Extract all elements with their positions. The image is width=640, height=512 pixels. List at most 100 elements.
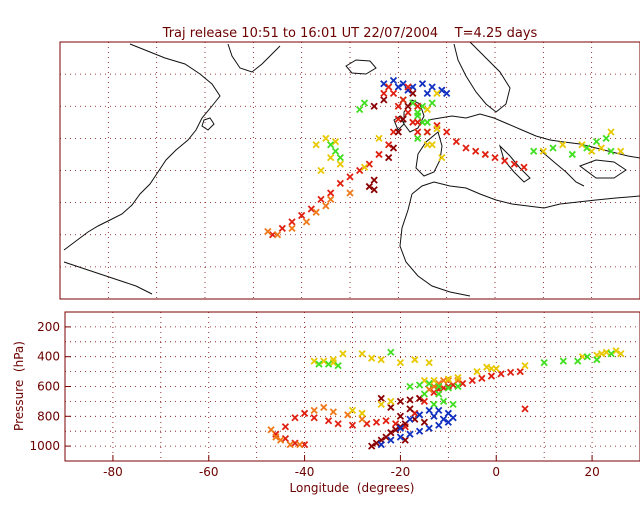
map-point bbox=[501, 157, 509, 165]
pressure-point bbox=[449, 400, 457, 409]
y-tick-label: 600 bbox=[37, 380, 60, 394]
iberia-coast bbox=[415, 131, 443, 177]
map-point bbox=[414, 102, 422, 110]
map-point bbox=[346, 173, 354, 181]
pressure-point bbox=[473, 367, 481, 376]
pressure-point bbox=[291, 439, 299, 447]
pressure-point bbox=[286, 440, 294, 449]
pressure-point bbox=[406, 430, 414, 438]
pressure-point bbox=[439, 376, 448, 385]
map-point bbox=[336, 179, 344, 187]
map-panel bbox=[59, 41, 640, 300]
caribbean-coast bbox=[63, 261, 153, 295]
map-frame bbox=[59, 41, 640, 300]
pressure-point bbox=[483, 363, 491, 371]
pressure-point bbox=[435, 382, 443, 391]
map-point bbox=[327, 189, 335, 197]
map-point bbox=[360, 99, 369, 107]
pressure-point bbox=[583, 353, 591, 361]
pressure-point bbox=[320, 357, 328, 365]
y-tick-label: 400 bbox=[37, 350, 60, 364]
x-tick-label: 20 bbox=[584, 465, 599, 479]
pressure-point bbox=[329, 408, 337, 416]
pressure-point bbox=[593, 356, 601, 364]
pressure-point bbox=[310, 406, 318, 414]
map-point bbox=[602, 134, 610, 143]
map-point bbox=[399, 115, 407, 123]
pressure-grid bbox=[65, 312, 640, 461]
map-point bbox=[414, 128, 422, 136]
pressure-point bbox=[425, 379, 433, 388]
map-point bbox=[307, 205, 315, 213]
map-point bbox=[481, 150, 489, 159]
map-point bbox=[438, 154, 446, 162]
pressure-point bbox=[612, 347, 620, 355]
pressure-point bbox=[406, 405, 414, 413]
map-point bbox=[510, 160, 518, 168]
map-point bbox=[331, 137, 340, 146]
pressure-point bbox=[415, 427, 424, 435]
chart-title: Traj release 10:51 to 16:01 UT 22/07/200… bbox=[162, 26, 538, 41]
map-point bbox=[375, 150, 383, 159]
pressure-point bbox=[435, 421, 443, 429]
map-point bbox=[617, 147, 625, 155]
pressure-point bbox=[315, 360, 323, 368]
map-point bbox=[418, 80, 427, 88]
pressure-point bbox=[368, 442, 376, 450]
map-point bbox=[385, 83, 393, 91]
map-point bbox=[607, 128, 615, 136]
map-point bbox=[452, 137, 460, 146]
map-point bbox=[597, 144, 605, 152]
pressure-point bbox=[396, 359, 405, 367]
pressure-point bbox=[420, 418, 429, 426]
map-point bbox=[317, 166, 325, 175]
map-point bbox=[375, 134, 383, 143]
map-point bbox=[520, 163, 528, 171]
pressure-point bbox=[387, 348, 395, 356]
pressure-point bbox=[387, 429, 395, 437]
map-point bbox=[462, 144, 470, 152]
pressure-point bbox=[291, 414, 299, 422]
pressure-point bbox=[281, 423, 290, 431]
pressure-point bbox=[425, 359, 433, 367]
map-point bbox=[327, 141, 335, 149]
pressure-point bbox=[516, 367, 524, 376]
map-point bbox=[356, 166, 364, 175]
x-tick-label: -40 bbox=[295, 465, 315, 479]
map-point bbox=[423, 105, 431, 114]
map-point bbox=[414, 112, 422, 120]
pressure-point bbox=[430, 388, 438, 397]
pressure-point bbox=[358, 409, 366, 417]
x-tick-labels: -80 -60 -40 -20 0 20 bbox=[103, 455, 600, 479]
pressure-point bbox=[487, 372, 496, 380]
map-point bbox=[298, 211, 306, 220]
pressure-point bbox=[420, 390, 429, 398]
pressure-point bbox=[377, 356, 385, 364]
pressure-point bbox=[468, 376, 476, 385]
pressure-point bbox=[521, 362, 529, 370]
newfoundland-coast bbox=[201, 117, 215, 131]
map-point bbox=[423, 118, 431, 126]
pressure-point bbox=[396, 433, 405, 441]
map-trajectory-points bbox=[264, 76, 625, 239]
map-grid bbox=[60, 42, 640, 299]
map-point bbox=[568, 150, 576, 159]
map-point bbox=[327, 195, 335, 204]
y-tick-label: 800 bbox=[37, 409, 60, 423]
map-point bbox=[331, 147, 340, 155]
pressure-point bbox=[300, 409, 309, 417]
map-point bbox=[273, 231, 282, 239]
pressure-point bbox=[272, 433, 280, 441]
pressure-point bbox=[487, 364, 496, 373]
pressure-point bbox=[334, 420, 342, 428]
map-point bbox=[423, 89, 431, 98]
map-point bbox=[370, 176, 378, 184]
map-point bbox=[414, 134, 422, 143]
map-point bbox=[428, 83, 436, 91]
pressure-point bbox=[324, 417, 333, 425]
pressure-point bbox=[602, 348, 611, 356]
map-point bbox=[322, 134, 330, 143]
pressure-point bbox=[358, 415, 366, 423]
y-tick-label: 1000 bbox=[29, 439, 60, 453]
map-point bbox=[592, 137, 601, 146]
